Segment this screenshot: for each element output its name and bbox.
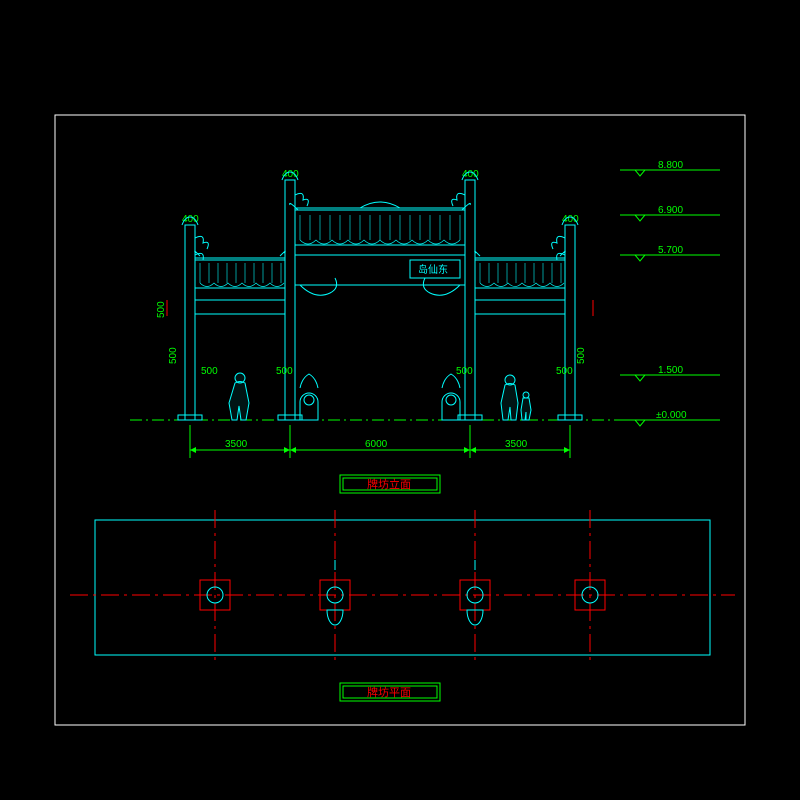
- svg-text:500: 500: [576, 347, 587, 364]
- plan-view: 牌坊平面: [70, 510, 735, 701]
- elevation-title: 牌坊立面: [367, 477, 411, 491]
- plan-title: 牌坊平面: [367, 685, 411, 699]
- level-label: 8.800: [658, 160, 683, 171]
- plan-columns: [200, 510, 605, 665]
- svg-text:500: 500: [276, 366, 293, 377]
- span-dim: 3500: [225, 439, 248, 450]
- plan-title-box: 牌坊平面: [340, 683, 440, 701]
- human-figure: [501, 375, 531, 420]
- span-dim: 3500: [505, 439, 528, 450]
- drum-stone: [300, 374, 318, 420]
- paifang-structure: 400 400 400 400: [156, 169, 593, 420]
- elevation-view: 8.800 6.900 5.700 1.500 ±0.000 400 400 4…: [130, 160, 720, 493]
- svg-text:500: 500: [556, 366, 573, 377]
- svg-text:500: 500: [201, 366, 218, 377]
- svg-text:500: 500: [456, 366, 473, 377]
- level-label: 1.500: [658, 365, 683, 376]
- level-markers: 8.800 6.900 5.700 1.500 ±0.000: [620, 160, 720, 426]
- base-dims: 500 500 500 500 500 500: [168, 347, 587, 377]
- elevation-title-box: 牌坊立面: [340, 475, 440, 493]
- side-dim: 500: [156, 301, 167, 318]
- level-label: ±0.000: [656, 410, 687, 421]
- level-label: 6.900: [658, 205, 683, 216]
- cad-drawing: 8.800 6.900 5.700 1.500 ±0.000 400 400 4…: [0, 0, 800, 800]
- svg-text:500: 500: [168, 347, 179, 364]
- banner-text: 岛仙东: [418, 263, 448, 276]
- span-dim: 6000: [365, 439, 388, 450]
- drum-stone: [442, 374, 460, 420]
- human-figure: [229, 373, 249, 420]
- level-label: 5.700: [658, 245, 683, 256]
- span-dimensions: 3500 6000 3500: [190, 425, 570, 458]
